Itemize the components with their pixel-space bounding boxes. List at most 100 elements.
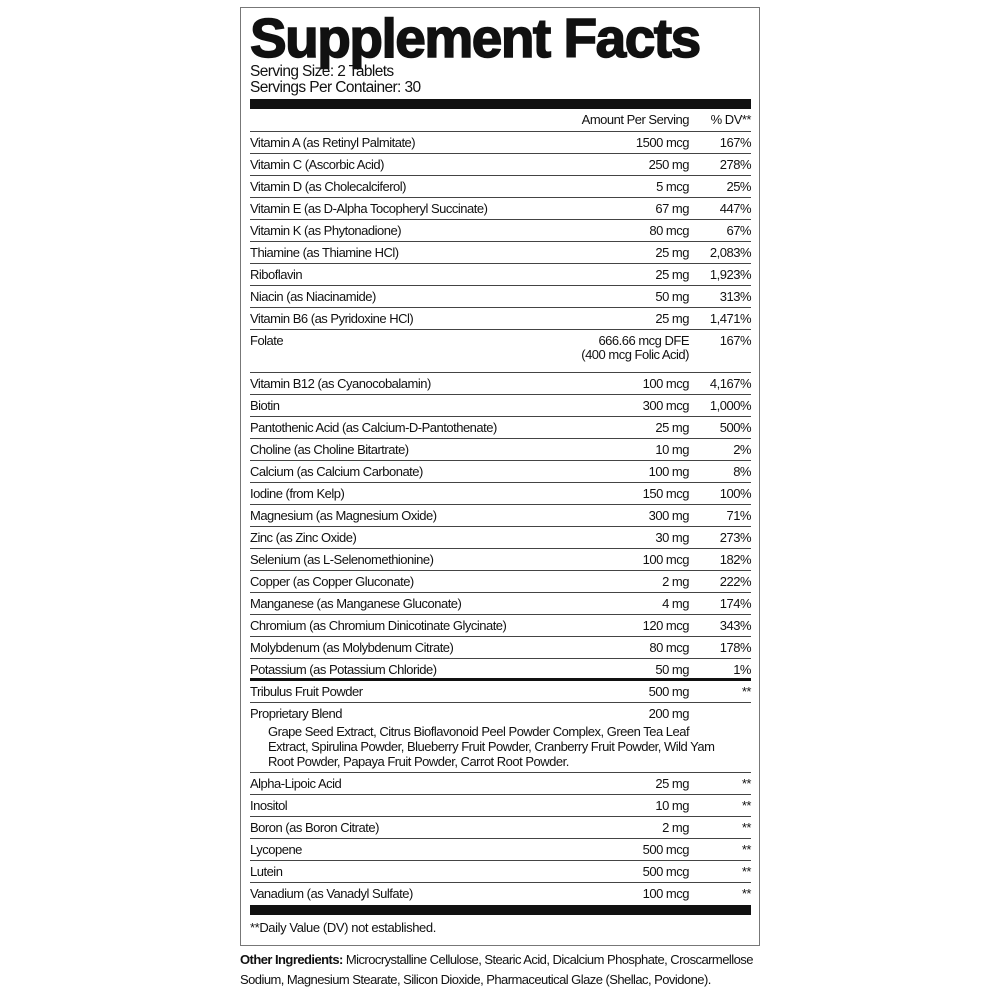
nutrient-amount: 25 mg bbox=[539, 309, 689, 329]
nutrient-row: Vitamin B12 (as Cyanocobalamin) 100 mcg 4,… bbox=[250, 373, 752, 395]
nutrient-row: Pantothenic Acid (as Calcium-D-Pantothen… bbox=[250, 417, 752, 439]
nutrient-dv: 100% bbox=[719, 486, 752, 501]
ingredient-dv: ** bbox=[741, 864, 752, 879]
nutrient-dv: 2,083% bbox=[709, 245, 752, 260]
nutrient-dv: 167% bbox=[719, 333, 752, 348]
nutrient-dv: 2% bbox=[733, 442, 751, 457]
nutrient-name: Selenium (as L-Selenomethionine) bbox=[250, 552, 434, 567]
nutrient-row: Vitamin D (as Cholecalciferol) 5 mcg 25% bbox=[250, 176, 752, 198]
nutrient-name: Chromium (as Chromium Dinicotinate Glyci… bbox=[250, 618, 507, 633]
ingredient-dv: ** bbox=[741, 842, 752, 857]
ingredient-row: Lycopene 500 mcg ** bbox=[250, 839, 752, 861]
nutrient-amount: 250 mg bbox=[539, 155, 690, 175]
nutrient-amount: 25 mg bbox=[539, 265, 689, 285]
nutrient-amount: 150 mcg bbox=[539, 484, 690, 504]
amount-line: 30 mg bbox=[655, 530, 689, 545]
amount-line: 25 mg bbox=[655, 311, 689, 326]
nutrient-amount: 100 mcg bbox=[539, 374, 690, 394]
amount-line: 50 mg bbox=[655, 662, 689, 677]
nutrient-name: Vitamin D (as Cholecalciferol) bbox=[250, 179, 407, 194]
nutrient-dv: 313% bbox=[719, 289, 752, 304]
nutrient-dv: 447% bbox=[719, 201, 752, 216]
footnote: **Daily Value (DV) not established. bbox=[250, 920, 436, 935]
ingredient-row: Vanadium (as Vanadyl Sulfate) 100 mcg ** bbox=[250, 883, 752, 905]
nutrient-amount: 50 mg bbox=[539, 660, 689, 680]
nutrient-dv: 8% bbox=[733, 464, 751, 479]
nutrient-name: Vitamin K (as Phytonadione) bbox=[250, 223, 402, 238]
dv-header: % DV** bbox=[710, 112, 752, 127]
nutrient-amount: 100 mg bbox=[539, 462, 690, 482]
nutrient-amount: 4 mg bbox=[539, 594, 689, 614]
nutrient-name: Vitamin A (as Retinyl Palmitate) bbox=[250, 135, 416, 150]
amount-line: 25 mg bbox=[655, 420, 689, 435]
nutrient-name: Molybdenum (as Molybdenum Citrate) bbox=[250, 640, 454, 655]
nutrient-dv: 1% bbox=[733, 662, 751, 677]
nutrient-dv: 25% bbox=[726, 179, 751, 194]
amount-line: 5 mcg bbox=[656, 179, 689, 194]
ingredient-name: Proprietary Blend bbox=[250, 706, 342, 721]
nutrient-dv: 1,000% bbox=[709, 398, 752, 413]
serving-size: Serving Size: 2 Tablets bbox=[250, 63, 394, 80]
nutrient-name: Potassium (as Potassium Chloride) bbox=[250, 662, 437, 677]
amount-line: 25 mg bbox=[655, 245, 689, 260]
nutrient-amount: 120 mcg bbox=[539, 616, 690, 636]
nutrient-row: Vitamin K (as Phytonadione) 80 mcg 67% bbox=[250, 220, 752, 242]
nutrient-row: Vitamin A (as Retinyl Palmitate) 1500 mcg… bbox=[250, 132, 752, 154]
amount-line: 4 mg bbox=[662, 596, 689, 611]
nutrient-name: Copper (as Copper Gluconate) bbox=[250, 574, 414, 589]
nutrient-name: Choline (as Choline Bitartrate) bbox=[250, 442, 409, 457]
ingredient-row: Lutein 500 mcg ** bbox=[250, 861, 752, 883]
amount-line: 1500 mcg bbox=[635, 135, 690, 150]
nutrient-dv: 178% bbox=[719, 640, 752, 655]
ingredient-dv: ** bbox=[741, 684, 752, 699]
amount-header: Amount Per Serving bbox=[581, 112, 690, 127]
nutrient-amount: 25 mg bbox=[539, 243, 689, 263]
nutrient-name: Biotin bbox=[250, 398, 280, 413]
amount-line: 300 mcg bbox=[642, 398, 690, 413]
ingredient-row: Tribulus Fruit Powder 500 mg ** bbox=[250, 681, 752, 703]
nutrient-name: Calcium (as Calcium Carbonate) bbox=[250, 464, 423, 479]
ingredient-row: Boron (as Boron Citrate) 2 mg ** bbox=[250, 817, 752, 839]
nutrient-amount: 300 mcg bbox=[539, 396, 690, 416]
nutrient-dv: 4,167% bbox=[709, 376, 752, 391]
blend-description: Grape Seed Extract, Citrus Bioflavonoid … bbox=[268, 724, 715, 769]
nutrient-amount: 25 mg bbox=[539, 418, 689, 438]
nutrient-row: Biotin 300 mcg 1,000% bbox=[250, 395, 752, 417]
nutrient-name: Manganese (as Manganese Gluconate) bbox=[250, 596, 462, 611]
nutrient-amount: 50 mg bbox=[539, 287, 689, 307]
ingredient-row: Inositol 10 mg ** bbox=[250, 795, 752, 817]
ingredient-name: Lycopene bbox=[250, 842, 302, 857]
nutrient-dv: 71% bbox=[726, 508, 751, 523]
nutrient-amount: 10 mg bbox=[539, 440, 689, 460]
amount-line: 100 mg bbox=[648, 464, 690, 479]
nutrient-dv: 167% bbox=[719, 135, 752, 150]
nutrient-dv: 500% bbox=[719, 420, 752, 435]
nutrient-row: Copper (as Copper Gluconate) 2 mg 222% bbox=[250, 571, 752, 593]
nutrient-amount: 300 mg bbox=[539, 506, 690, 526]
nutrient-name: Pantothenic Acid (as Calcium-D-Pantothen… bbox=[250, 420, 497, 435]
nutrient-list: Vitamin A (as Retinyl Palmitate) 1500 mcg… bbox=[250, 132, 752, 681]
amount-line: 120 mcg bbox=[642, 618, 690, 633]
ingredient-name: Alpha-Lipoic Acid bbox=[250, 776, 342, 791]
nutrient-row: Riboflavin 25 mg 1,923% bbox=[250, 264, 752, 286]
amount-line: 50 mg bbox=[655, 289, 689, 304]
nutrient-dv: 222% bbox=[719, 574, 752, 589]
amount-line: 250 mg bbox=[648, 157, 690, 172]
panel-title: Supplement Facts bbox=[249, 7, 702, 69]
supplement-facts-panel: Supplement Facts Serving Size: 2 Tablets… bbox=[240, 7, 760, 946]
nutrient-row: Calcium (as Calcium Carbonate) 100 mg 8% bbox=[250, 461, 752, 483]
amount-line: 2 mg bbox=[662, 574, 689, 589]
ingredient-dv: ** bbox=[741, 820, 752, 835]
nutrient-amount: 30 mg bbox=[539, 528, 689, 548]
nutrient-dv: 67% bbox=[726, 223, 751, 238]
nutrient-dv: 278% bbox=[719, 157, 752, 172]
amount-line: 300 mg bbox=[648, 508, 690, 523]
ingredient-amount: 500 mcg bbox=[642, 864, 690, 879]
nutrient-name: Zinc (as Zinc Oxide) bbox=[250, 530, 357, 545]
nutrient-name: Iodine (from Kelp) bbox=[250, 486, 345, 501]
nutrient-row: Thiamine (as Thiamine HCl) 25 mg 2,083% bbox=[250, 242, 752, 264]
nutrient-amount: 1500 mcg bbox=[539, 133, 690, 153]
ingredient-amount: 100 mcg bbox=[642, 886, 690, 901]
ingredient-dv: ** bbox=[741, 776, 752, 791]
ingredient-name: Lutein bbox=[250, 864, 283, 879]
